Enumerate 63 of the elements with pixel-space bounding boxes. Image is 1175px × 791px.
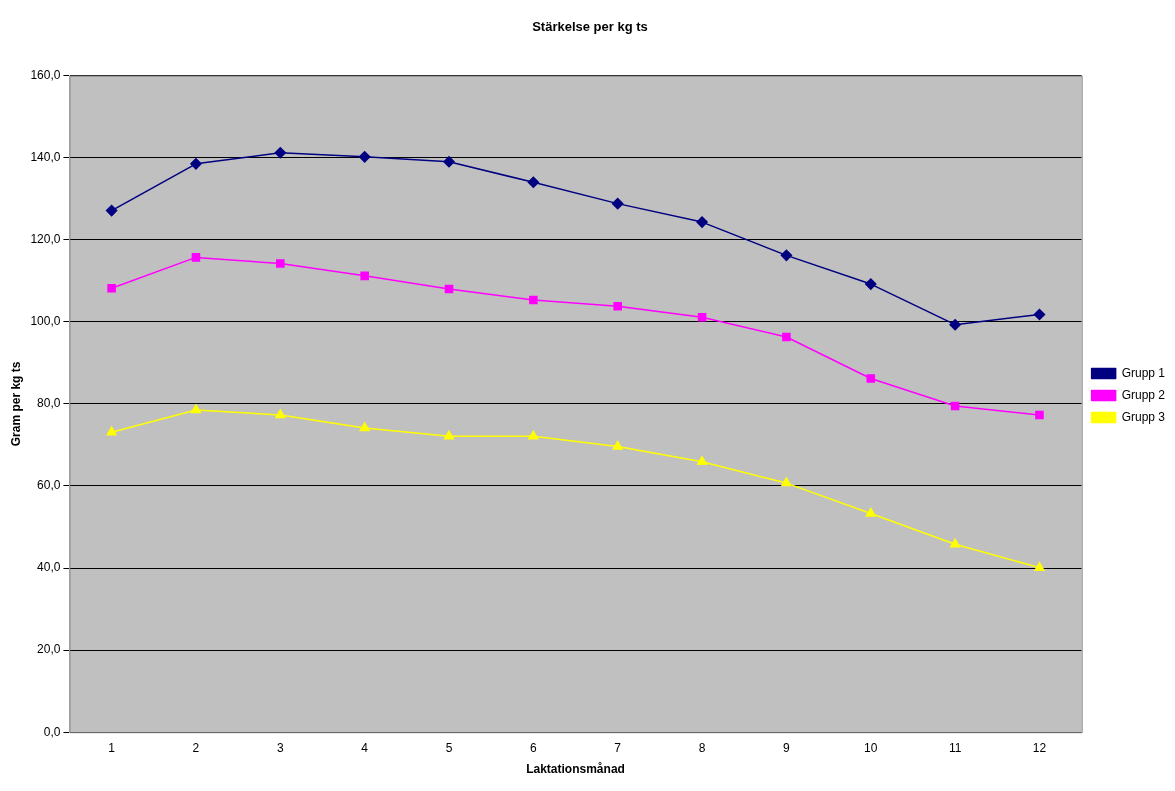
point xyxy=(611,197,624,210)
point xyxy=(612,440,623,450)
point xyxy=(529,295,538,305)
point xyxy=(865,507,876,517)
point xyxy=(360,271,369,281)
point xyxy=(1034,561,1045,571)
x-tick-label: 7 xyxy=(614,740,622,755)
point xyxy=(1033,308,1046,321)
point xyxy=(866,374,876,383)
x-tick-label: 3 xyxy=(276,740,284,755)
legend-label: Grupp 2 xyxy=(1121,387,1166,402)
point xyxy=(949,318,961,331)
point xyxy=(781,477,792,487)
point xyxy=(359,422,370,432)
point xyxy=(358,151,371,163)
y-tick-label: 60,0 xyxy=(37,478,61,493)
chart-title: Stärkelse per kg ts xyxy=(532,19,648,35)
point xyxy=(190,404,202,414)
point xyxy=(105,204,118,217)
point xyxy=(106,426,117,436)
point xyxy=(274,147,287,159)
point xyxy=(276,259,285,268)
x-tick-label: 9 xyxy=(783,740,791,755)
x-tick-label: 4 xyxy=(361,740,369,755)
y-axis-title: Gram per kg ts xyxy=(8,361,23,447)
point xyxy=(275,409,286,419)
y-tick-label: 120,0 xyxy=(30,232,61,247)
point xyxy=(696,216,708,228)
point xyxy=(865,278,877,290)
y-tick-label: 140,0 xyxy=(30,149,61,164)
point xyxy=(527,176,540,189)
y-tick-label: 20,0 xyxy=(37,642,61,657)
legend-label: Grupp 1 xyxy=(1121,365,1166,380)
y-tick-label: 160,0 xyxy=(30,67,61,82)
point xyxy=(190,158,202,170)
y-tick-label: 100,0 xyxy=(30,314,61,329)
x-tick-label: 8 xyxy=(698,740,706,755)
point xyxy=(107,283,116,293)
x-tick-label: 5 xyxy=(445,740,453,755)
y-tick-label: 80,0 xyxy=(37,396,61,411)
y-tick-label: 40,0 xyxy=(37,560,61,575)
x-axis-title: Laktationsmånad xyxy=(526,762,625,777)
x-tick-label: 1 xyxy=(108,740,116,755)
point xyxy=(191,253,201,262)
x-tick-label: 6 xyxy=(530,740,538,755)
x-tick-label: 10 xyxy=(864,740,878,755)
point xyxy=(782,332,791,342)
legend-label: Grupp 3 xyxy=(1121,409,1166,424)
point xyxy=(443,156,455,168)
x-tick-label: 11 xyxy=(948,740,962,755)
point xyxy=(696,456,708,466)
point xyxy=(780,249,793,262)
point xyxy=(950,538,961,548)
x-tick-label: 12 xyxy=(1032,740,1047,755)
point xyxy=(613,301,622,311)
point xyxy=(950,401,960,411)
point xyxy=(528,430,539,440)
point xyxy=(443,430,455,440)
point xyxy=(1035,410,1044,420)
point xyxy=(697,313,707,322)
point xyxy=(444,284,454,294)
x-tick-label: 2 xyxy=(192,740,200,755)
y-tick-label: 0,0 xyxy=(43,724,61,739)
